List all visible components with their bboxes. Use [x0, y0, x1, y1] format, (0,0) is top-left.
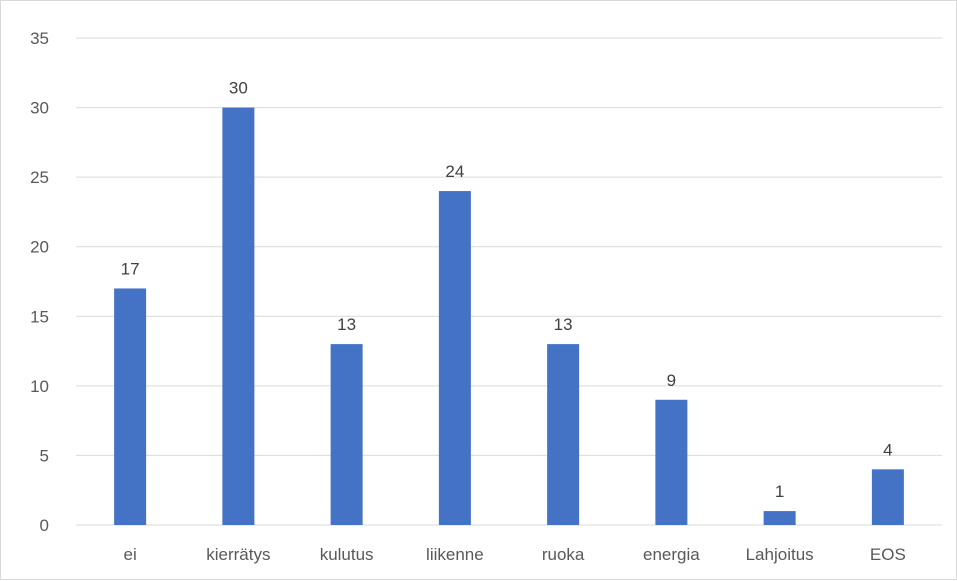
x-category-label: Lahjoitus — [746, 545, 814, 564]
data-label: 30 — [229, 79, 248, 98]
data-label: 9 — [667, 371, 676, 390]
y-tick-label: 20 — [30, 238, 49, 257]
bar — [438, 191, 471, 526]
bar — [547, 344, 580, 525]
data-label: 13 — [554, 315, 573, 334]
data-label: 1 — [775, 482, 784, 501]
bar — [222, 107, 255, 526]
gridlines — [76, 37, 942, 526]
x-category-label: ruoka — [542, 545, 585, 564]
x-category-label: energia — [643, 545, 700, 564]
y-axis-tick-labels: 0 5 10 15 20 25 30 35 — [30, 29, 49, 535]
bar — [655, 399, 688, 525]
bar — [330, 344, 363, 525]
x-category-label: liikenne — [426, 545, 484, 564]
x-axis-category-labels: ei kierrätys kulutus liikenne ruoka energia La… — [124, 545, 906, 564]
bar — [871, 469, 904, 525]
x-category-label: EOS — [870, 545, 906, 564]
y-tick-label: 35 — [30, 29, 49, 48]
y-tick-label: 0 — [40, 516, 49, 535]
data-label: 4 — [883, 440, 892, 459]
bars — [114, 107, 904, 526]
data-label: 17 — [121, 259, 140, 278]
y-tick-label: 30 — [30, 99, 49, 118]
x-category-label: ei — [124, 545, 137, 564]
y-tick-label: 10 — [30, 377, 49, 396]
x-category-label: kierrätys — [206, 545, 270, 564]
data-labels: 17 30 13 24 13 9 1 4 — [121, 79, 893, 502]
y-tick-label: 5 — [40, 446, 49, 465]
bar — [114, 288, 147, 525]
y-tick-label: 15 — [30, 307, 49, 326]
data-label: 13 — [337, 315, 356, 334]
x-category-label: kulutus — [320, 545, 374, 564]
y-tick-label: 25 — [30, 168, 49, 187]
bar — [763, 511, 796, 525]
data-label: 24 — [445, 162, 464, 181]
